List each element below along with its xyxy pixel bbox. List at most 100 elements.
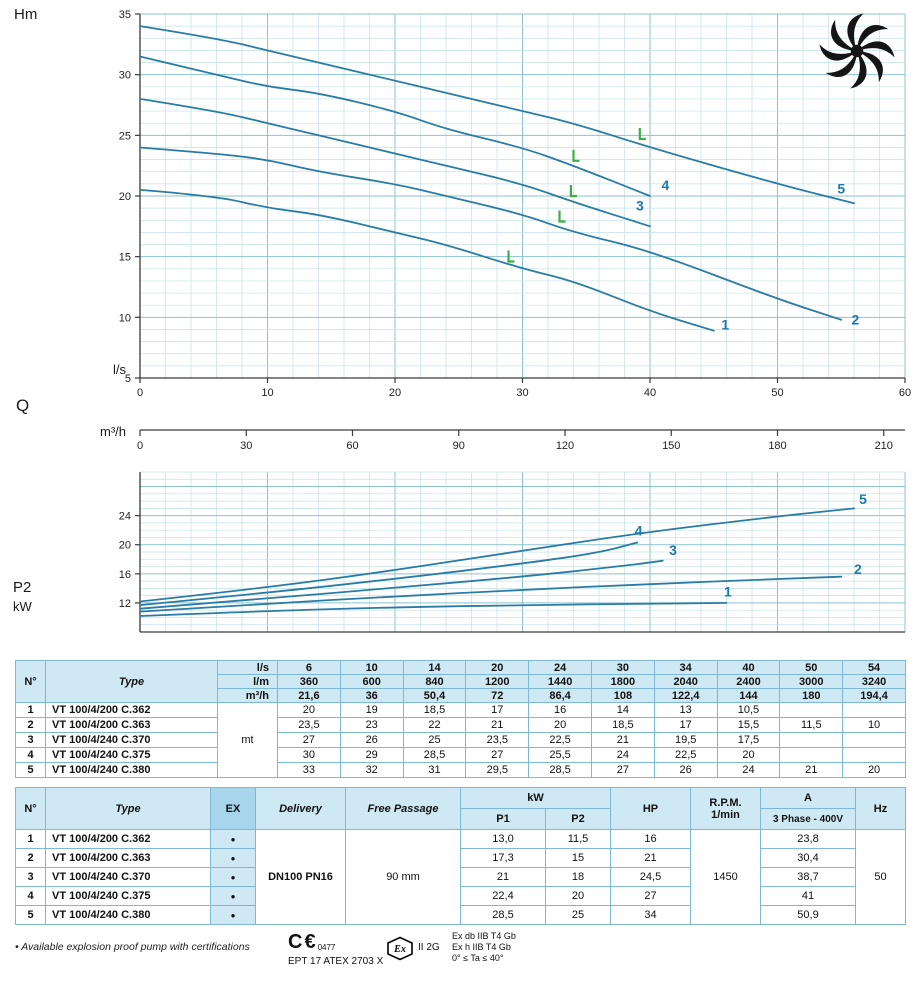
flow-ls-value: 6 bbox=[277, 660, 341, 675]
head-value: 25 bbox=[402, 732, 467, 748]
flow-m3h-value: 72 bbox=[465, 688, 530, 703]
ex-available-dot: • bbox=[210, 905, 256, 925]
head-value: 16 bbox=[528, 702, 592, 718]
head-value: 24 bbox=[716, 762, 781, 778]
x-tick-label: 40 bbox=[644, 387, 656, 399]
col-header-a: A bbox=[760, 787, 856, 809]
x2-tick-label: 120 bbox=[556, 440, 574, 452]
duty-point-marker bbox=[507, 250, 515, 263]
flow-m3h-value: 21,6 bbox=[277, 688, 341, 703]
head-value: 20 bbox=[842, 762, 906, 778]
flow-ls-value: 40 bbox=[716, 660, 781, 675]
row-number: 3 bbox=[15, 732, 46, 748]
y-tick-label: 16 bbox=[119, 569, 131, 581]
curve-2 bbox=[139, 575, 843, 613]
x-tick-label: 20 bbox=[389, 387, 401, 399]
duty-markers bbox=[507, 128, 646, 263]
x-tick-label: 50 bbox=[771, 387, 783, 399]
y-tick-label: 15 bbox=[119, 252, 131, 264]
x2-tick-label: 30 bbox=[240, 440, 252, 452]
x-tick-label: 60 bbox=[899, 387, 911, 399]
hp-value: 34 bbox=[610, 905, 691, 925]
head-value bbox=[842, 702, 906, 718]
col-header-no: N° bbox=[15, 660, 46, 703]
curve-4 bbox=[139, 541, 639, 606]
col-header-free-passage: Free Passage bbox=[345, 787, 461, 830]
head-value: 14 bbox=[590, 702, 655, 718]
x2-tick-label: 210 bbox=[875, 440, 893, 452]
p1-kw-value: 13,0 bbox=[460, 829, 546, 849]
col-header-hz: Hz bbox=[855, 787, 906, 830]
head-unit-mt: mt bbox=[217, 702, 278, 778]
curve-1 bbox=[139, 189, 715, 332]
head-value: 33 bbox=[277, 762, 341, 778]
current-a-value: 23,8 bbox=[760, 829, 856, 849]
head-value: 13 bbox=[653, 702, 718, 718]
svg-text:Ex: Ex bbox=[393, 944, 406, 955]
x-tick-label: 10 bbox=[261, 387, 273, 399]
pump-type: VT 100/4/200 C.363 bbox=[45, 848, 211, 868]
curve-label-2: 2 bbox=[854, 561, 862, 577]
curve-label-1: 1 bbox=[721, 316, 729, 332]
x2-tick-label: 180 bbox=[768, 440, 786, 452]
ex-available-dot: • bbox=[210, 867, 256, 887]
head-value bbox=[842, 747, 906, 763]
ambient-temperature-range: 0° ≤ Ta ≤ 40° bbox=[452, 953, 504, 963]
performance-table: N° Type l/s 6 10 14 20 24 30 34 40 50 54 l/m 360 600 840… bbox=[15, 660, 906, 778]
col-header-kw: kW bbox=[460, 787, 611, 809]
y-tick-label: 20 bbox=[119, 191, 131, 203]
pump-type: VT 100/4/200 C.362 bbox=[45, 829, 211, 849]
head-value: 11,5 bbox=[779, 717, 844, 733]
atex-group-category: II 2G bbox=[418, 942, 440, 953]
impeller-blade bbox=[857, 25, 889, 51]
performance-row: 3 VT 100/4/240 C.370 27 26 25 23,5 22,5 21 19,5 1… bbox=[15, 732, 906, 748]
row-number: 4 bbox=[15, 886, 46, 906]
y-tick-label: 10 bbox=[119, 312, 131, 324]
row-number: 2 bbox=[15, 717, 46, 733]
row-number: 2 bbox=[15, 848, 46, 868]
y-axis-unit-kw: kW bbox=[13, 599, 32, 614]
x-axis-unit-ls: l/s bbox=[113, 362, 126, 377]
head-value: 20 bbox=[528, 717, 592, 733]
current-a-value: 41 bbox=[760, 886, 856, 906]
impeller-blade bbox=[847, 13, 864, 51]
y-tick-label: 24 bbox=[119, 511, 131, 523]
flow-m3h-value: 122,4 bbox=[653, 688, 718, 703]
grid bbox=[139, 471, 906, 633]
frequency-value: 50 bbox=[855, 829, 906, 925]
curves: 1 2 3 4 5 bbox=[139, 25, 859, 332]
row-number: 5 bbox=[15, 762, 46, 778]
head-value: 18,5 bbox=[402, 702, 467, 718]
head-value: 21 bbox=[779, 762, 844, 778]
flow-lm-value: 1200 bbox=[465, 674, 530, 689]
unit-row-label-lm: l/m bbox=[217, 674, 278, 689]
x-tick-label: 0 bbox=[137, 387, 143, 399]
head-value bbox=[779, 702, 844, 718]
performance-row: 1 VT 100/4/200 C.362 mt 20 19 18,5 17 16 14 13 10,… bbox=[15, 702, 906, 778]
row-number: 5 bbox=[15, 905, 46, 925]
ex-available-dot: • bbox=[210, 848, 256, 868]
curve-4 bbox=[139, 55, 651, 197]
curve-5 bbox=[139, 507, 855, 603]
head-value: 17 bbox=[465, 702, 530, 718]
curve-3 bbox=[139, 98, 651, 228]
delivery-size: DN100 PN16 bbox=[255, 829, 346, 925]
duty-point-marker bbox=[638, 128, 646, 141]
x2-tick-label: 150 bbox=[662, 440, 680, 452]
row-number: 1 bbox=[15, 702, 46, 718]
head-value bbox=[779, 732, 844, 748]
explosion-proof-note: • Available explosion proof pump with ce… bbox=[15, 941, 250, 953]
y-tick-label: 12 bbox=[119, 598, 131, 610]
motor-data-row: 2 VT 100/4/200 C.363 • 17,3 15 21 30,4 bbox=[15, 848, 906, 868]
hp-value: 24,5 bbox=[610, 867, 691, 887]
curve-label-3: 3 bbox=[669, 542, 677, 558]
col-header-p1: P1 bbox=[460, 808, 546, 830]
flow-m3h-value: 36 bbox=[339, 688, 404, 703]
flow-lm-value: 1440 bbox=[528, 674, 592, 689]
duty-point-marker bbox=[569, 185, 577, 198]
performance-row: 2 VT 100/4/200 C.363 23,5 23 22 21 20 18,5 17 15,… bbox=[15, 717, 906, 733]
y-tick-label: 25 bbox=[119, 130, 131, 142]
head-value: 26 bbox=[339, 732, 404, 748]
